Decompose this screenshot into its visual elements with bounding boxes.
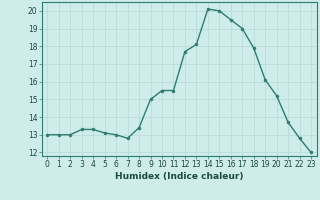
X-axis label: Humidex (Indice chaleur): Humidex (Indice chaleur)	[115, 172, 244, 181]
